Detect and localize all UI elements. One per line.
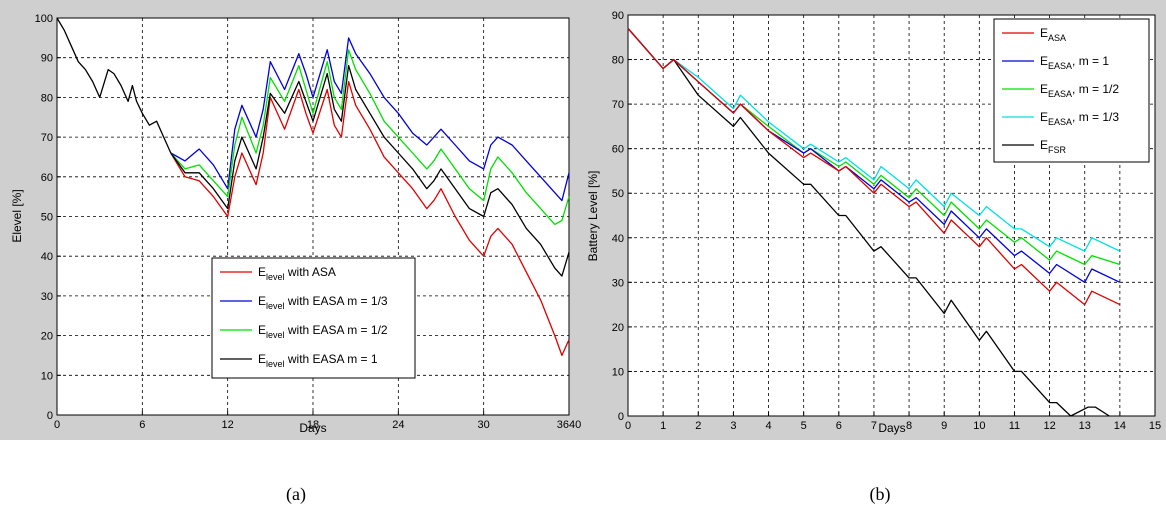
- x-tick-label: 12: [222, 419, 234, 431]
- y-tick-label: 40: [612, 233, 624, 245]
- y-tick-label: 50: [41, 212, 53, 224]
- x-tick-label: 6: [836, 420, 842, 432]
- x-tick-label: 4: [765, 420, 771, 432]
- x-tick-label: 3: [730, 420, 736, 432]
- x-tick-label: 9: [941, 420, 947, 432]
- x-tick-label: 15: [1149, 420, 1161, 432]
- y-tick-label: 0: [47, 410, 53, 422]
- x-tick-label: 14: [1114, 420, 1126, 432]
- y-tick-label: 40: [41, 251, 53, 263]
- x-tick-label: 1: [660, 420, 666, 432]
- y-tick-label: 90: [612, 10, 624, 22]
- y-tick-label: 90: [41, 53, 53, 65]
- y-tick-label: 100: [35, 13, 53, 25]
- x-tick-label: 2: [695, 420, 701, 432]
- x-tick-label: 7: [871, 420, 877, 432]
- chart-a-y-axis-label: Elevel [%]: [10, 189, 24, 242]
- y-tick-label: 10: [41, 370, 53, 382]
- y-tick-label: 50: [612, 188, 624, 200]
- y-tick-label: 0: [618, 411, 624, 423]
- chart-a-x-axis-label: Days: [299, 421, 326, 435]
- y-tick-label: 60: [612, 144, 624, 156]
- y-tick-label: 20: [41, 331, 53, 343]
- chart-b-x-axis-label: Days: [878, 421, 905, 435]
- x-tick-label: 0: [625, 420, 631, 432]
- x-tick-label: 10: [973, 420, 985, 432]
- y-tick-label: 70: [41, 132, 53, 144]
- y-tick-label: 10: [612, 366, 624, 378]
- x-tick-label: 0: [54, 419, 60, 431]
- x-tick-label: 24: [392, 419, 404, 431]
- x-tick-label: 8: [906, 420, 912, 432]
- y-tick-label: 80: [41, 92, 53, 104]
- y-tick-label: 30: [41, 291, 53, 303]
- y-tick-label: 30: [612, 277, 624, 289]
- x-tick-label: 12: [1043, 420, 1055, 432]
- chart-b-y-axis-label: Battery Level [%]: [586, 171, 600, 262]
- y-tick-label: 20: [612, 322, 624, 334]
- x-tick-label: 6: [139, 419, 145, 431]
- x-tick-label: 3640: [557, 419, 581, 431]
- chart-b-caption: (b): [870, 484, 891, 505]
- x-tick-label: 13: [1079, 420, 1091, 432]
- y-tick-label: 80: [612, 55, 624, 67]
- x-tick-label: 5: [801, 420, 807, 432]
- chart-a-caption: (a): [286, 484, 306, 505]
- x-tick-label: 11: [1009, 420, 1020, 432]
- y-tick-label: 60: [41, 172, 53, 184]
- x-tick-label: 30: [478, 419, 490, 431]
- y-tick-label: 70: [612, 99, 624, 111]
